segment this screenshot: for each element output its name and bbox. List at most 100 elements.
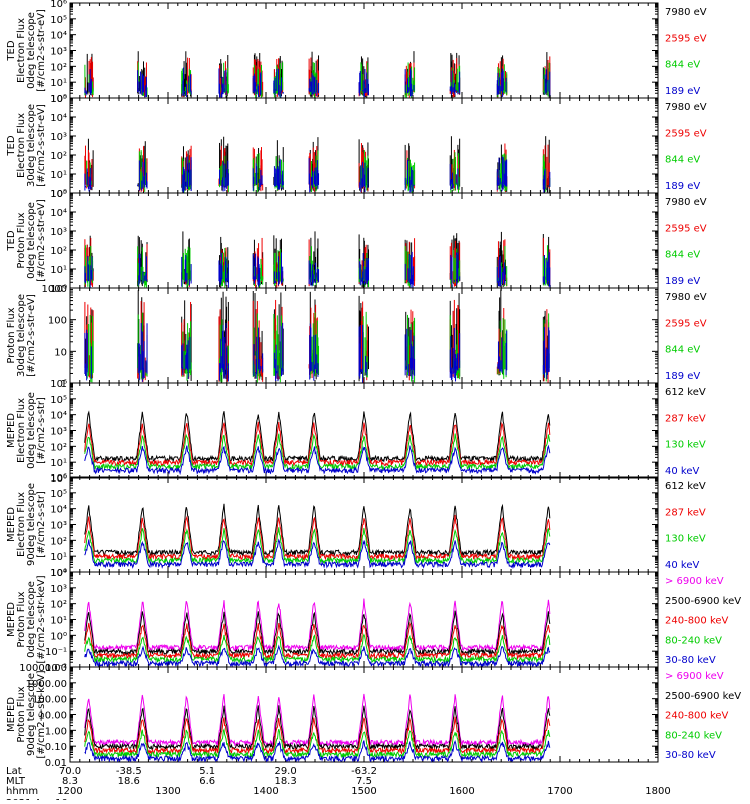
flux-trace [84, 444, 551, 476]
legend-entry: 844 eV [665, 345, 700, 356]
y-axis-label-line: Electron Flux [16, 18, 27, 83]
legend-entry: 240-800 keV [665, 616, 729, 627]
y-tick-label: 10⁰ [50, 284, 67, 295]
y-tick-label: 10⁴ [50, 113, 67, 124]
y-axis-label-line: MEPED [6, 602, 17, 637]
time-tick-label: 1400 [253, 786, 278, 797]
flux-trace [84, 621, 551, 661]
y-tick-label: 10² [50, 600, 67, 611]
series-30-80-kev [84, 644, 551, 669]
y-tick-label: 10¹ [50, 78, 67, 89]
lat-tick-label: 5.1 [199, 766, 215, 777]
y-tick-label: 10⁰ [50, 189, 67, 200]
y-tick-label: 10⁵ [50, 489, 67, 500]
flux-marks [84, 410, 551, 476]
y-axis-label-line: Proton Flux [16, 212, 27, 268]
legend-entry: 189 eV [665, 181, 700, 192]
legend-entry: 2595 eV [665, 33, 707, 44]
y-tick-label: 10⁵ [50, 94, 67, 105]
legend-entry: 30-80 keV [665, 750, 716, 761]
series-612-kev [84, 503, 551, 558]
legend-entry: 2595 eV [665, 318, 707, 329]
y-tick-label: 10² [50, 246, 67, 257]
series-287-kev [84, 421, 551, 468]
y-axis-label-line: 0deg telescope [26, 202, 37, 279]
y-tick-label: 10¹ [50, 552, 67, 563]
time-tick-label: 1300 [155, 786, 180, 797]
y-tick-label: 10⁵ [50, 15, 67, 26]
y-axis-label-line: 0deg telescope [26, 581, 37, 658]
time-tick-label: 1800 [645, 786, 670, 797]
mlt-tick-label: 6.6 [199, 776, 215, 787]
y-axis-label-line: Electron Flux [16, 492, 27, 557]
legend-entry: 130 keV [665, 534, 706, 545]
legend-entry: 612 keV [665, 387, 706, 398]
flux-trace [84, 514, 551, 562]
flux-trace [84, 503, 551, 558]
y-axis-label-line: [#/cm2-s-str-keV] [36, 575, 47, 663]
flux-trace [84, 633, 551, 665]
series-189-ev [84, 156, 551, 193]
y-axis-label-line: [#/cm2-s-str-eV] [26, 294, 37, 377]
y-axis-label: TEDElectron Flux0deg telescope[#/cm2-s-s… [6, 9, 47, 92]
legend-entry: 189 eV [665, 371, 700, 382]
y-tick-label: 10³ [50, 584, 67, 595]
flux-trace [84, 693, 551, 748]
y-axis-label-line: MEPED [6, 413, 17, 448]
y-axis-label: MEPEDProton Flux90deg telescope[#/cm2-s-… [6, 670, 47, 758]
y-tick-label: 10.00 [38, 711, 67, 722]
legend-entry: 130 keV [665, 440, 706, 451]
flux-marks [84, 51, 551, 98]
legend-entry: 7980 eV [665, 7, 707, 18]
flux-marks [84, 289, 550, 383]
y-axis-label-line: TED [6, 135, 17, 156]
series-189-ev [84, 322, 550, 383]
y-tick-label: 10¹ [50, 458, 67, 469]
y-axis-label-line: 90deg telescope [26, 673, 37, 756]
legend-entry: > 6900 keV [665, 576, 724, 587]
y-axis-label-line: Proton Flux [16, 686, 27, 742]
y-axis-label-line: 30deg telescope [16, 294, 27, 377]
legend-entry: 287 keV [665, 507, 706, 518]
y-tick-label: 10⁶ [50, 379, 67, 390]
y-axis-label-line: [#/cm2-s-str-eV] [36, 199, 47, 282]
y-tick-label: 1000 [42, 284, 67, 295]
y-tick-label: 10⁰ [50, 631, 67, 642]
flux-trace [84, 527, 551, 566]
y-tick-label: 10² [50, 151, 67, 162]
y-axis-label-line: 0deg telescope [26, 392, 37, 469]
legend-entry: 844 eV [665, 155, 700, 166]
legend-entry: > 6900 keV [665, 671, 724, 682]
series--6900-kev [84, 693, 551, 748]
y-axis-label-line: Proton Flux [6, 307, 17, 363]
y-tick-label: 100 [48, 316, 67, 327]
flux-trace [84, 538, 551, 570]
series-130-kev [84, 433, 551, 471]
y-axis-label: MEPEDProton Flux0deg telescope[#/cm2-s-s… [6, 575, 47, 663]
axis-row-label: hhmm [6, 786, 38, 797]
series-40-kev [84, 538, 551, 570]
legend-entry: 612 keV [665, 481, 706, 492]
lat-tick-label: -38.5 [116, 766, 142, 777]
y-tick-label: 10⁵ [50, 189, 67, 200]
lat-tick-label: 29.0 [274, 766, 296, 777]
flux-trace [84, 433, 551, 471]
y-axis-label-line: 90deg telescope [26, 483, 37, 566]
flux-marks [84, 598, 551, 669]
series-130-kev [84, 527, 551, 566]
series-189-ev [84, 251, 551, 288]
mlt-tick-label: 7.5 [356, 776, 372, 787]
y-tick-label: 10000.00 [19, 663, 67, 674]
y-tick-label: 10³ [50, 427, 67, 438]
flux-marks [84, 136, 551, 193]
y-tick-label: 0.10 [45, 742, 67, 753]
flux-trace [84, 716, 551, 756]
y-axis-label: MEPEDElectron Flux0deg telescope[#/cm2-s… [6, 392, 47, 469]
y-axis-label-line: 0deg telescope [26, 12, 37, 89]
series-612-kev [84, 410, 551, 463]
y-axis-label-line: TED [6, 40, 17, 61]
